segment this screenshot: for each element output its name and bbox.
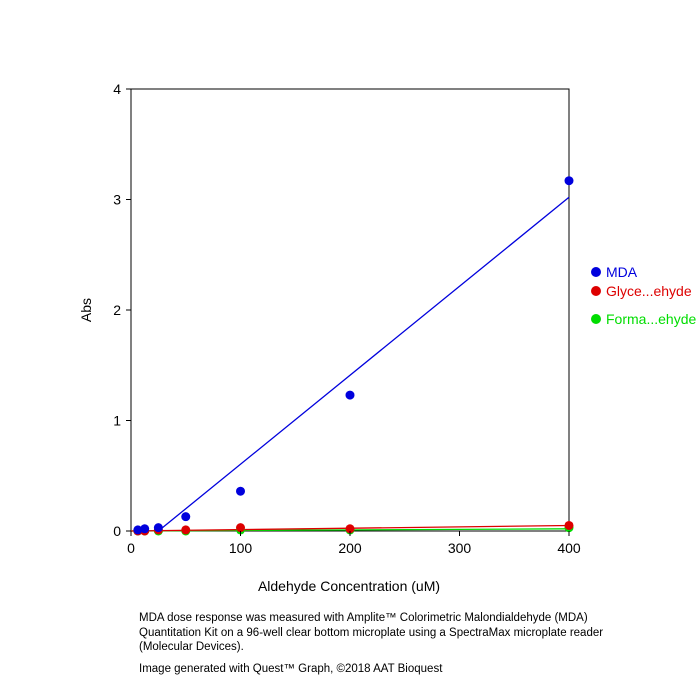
legend-marker-mda [591,267,601,277]
fit-lines [130,196,570,532]
point-glyce-ehyde [564,520,574,530]
x-tick-label: 100 [229,540,253,556]
y-tick-label: 1 [113,413,121,429]
legend: MDA Glyce...ehyde Forma...ehyde [591,264,696,327]
point-mda [236,486,245,496]
plot-frame [130,88,570,532]
y-tick-label: 2 [113,302,121,318]
x-axis-ticks: 0 100 200 300 400 [127,531,581,556]
x-tick-label: 0 [127,540,135,556]
x-axis-title: Aldehyde Concentration (uM) [258,578,440,594]
point-glyce-ehyde [236,523,245,533]
legend-marker-glyce-ehyde [591,286,601,296]
y-axis-title: Abs [78,298,94,322]
legend-label-mda: MDA [606,264,638,280]
point-mda [153,523,163,533]
figure-caption: MDA dose response was measured with Ampl… [139,612,604,653]
data-points [133,176,574,536]
x-tick-label: 300 [448,540,472,556]
point-glyce-ehyde [181,525,191,535]
point-mda [181,512,191,522]
legend-label-glyce-ehyde: Glyce...ehyde [606,283,692,299]
x-tick-label: 200 [338,540,362,556]
point-glyce-ehyde [345,524,355,534]
point-mda [133,525,143,535]
image-credit: Image generated with Quest™ Graph, ©2018… [139,663,443,675]
point-mda [564,176,574,186]
legend-marker-forma-ehyde [591,314,601,324]
point-mda [345,390,355,400]
fit-line-mda [157,196,570,532]
y-tick-label: 4 [113,81,121,97]
y-axis-ticks: 0 1 2 3 4 [113,81,131,539]
y-tick-label: 0 [113,523,121,539]
point-mda [140,524,150,534]
plot-border [130,88,570,532]
legend-label-forma-ehyde: Forma...ehyde [606,311,696,327]
x-tick-label: 400 [557,540,581,556]
y-tick-label: 3 [113,192,121,208]
